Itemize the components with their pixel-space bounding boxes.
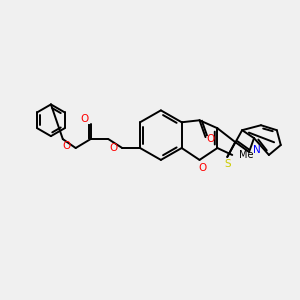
Text: O: O [109,143,117,153]
Text: Me: Me [239,150,254,160]
Text: N: N [253,145,261,155]
Text: O: O [62,141,71,151]
Text: O: O [80,114,89,124]
Text: O: O [198,163,207,173]
Text: S: S [224,159,231,169]
Text: O: O [206,134,214,144]
